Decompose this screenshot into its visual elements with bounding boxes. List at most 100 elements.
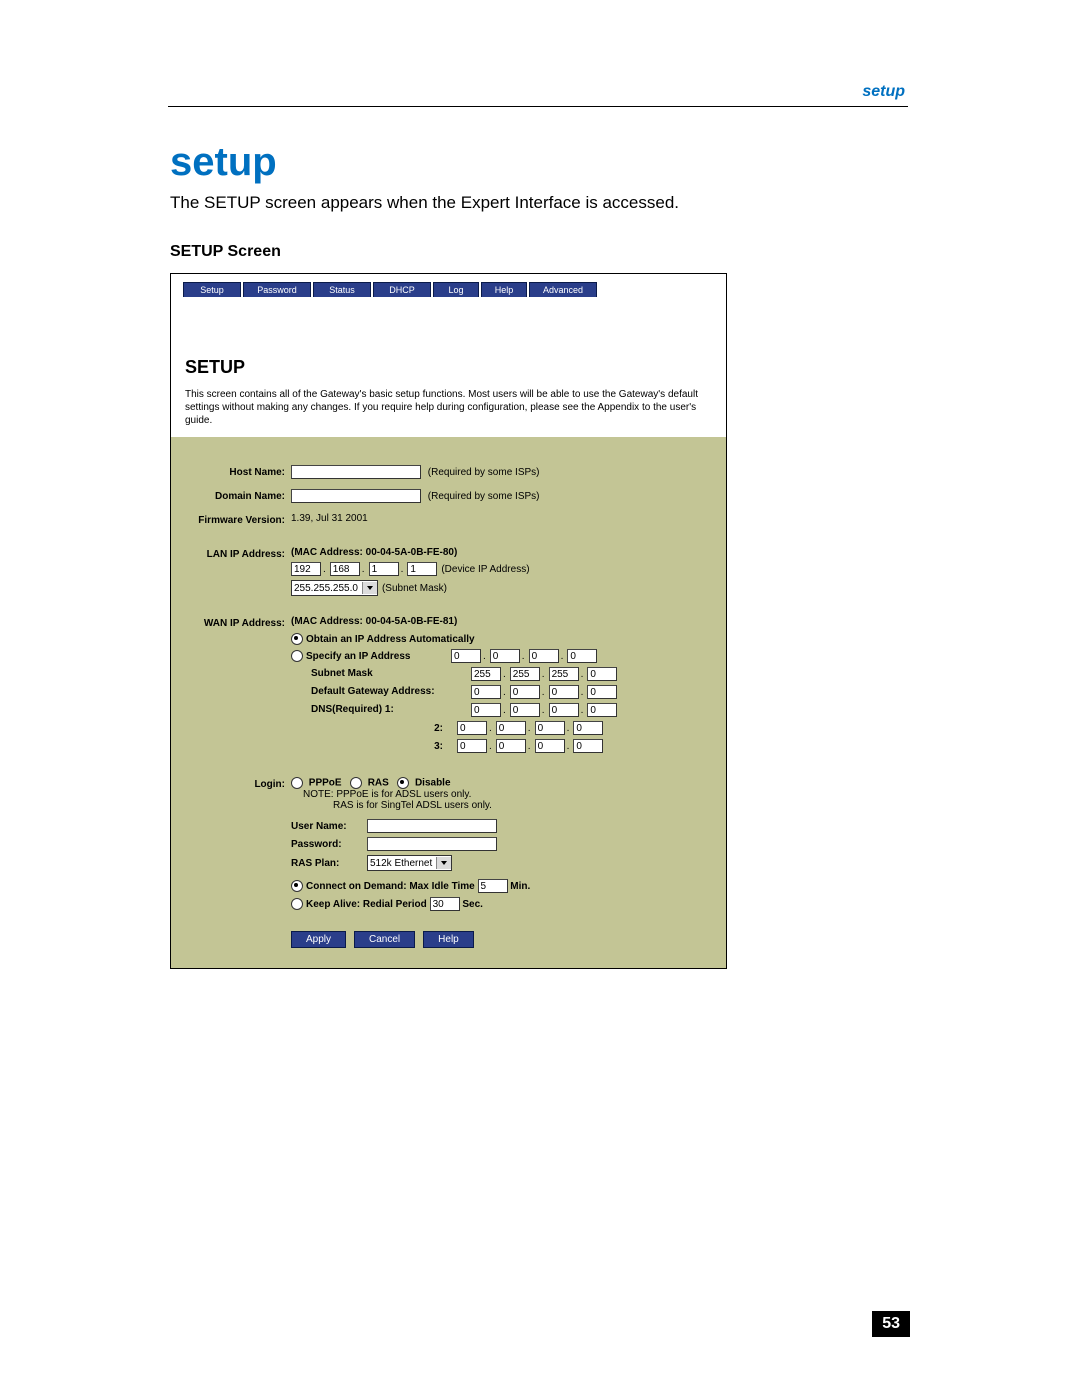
subnet-mask-note: (Subnet Mask) <box>382 583 447 594</box>
dns2-3[interactable] <box>535 721 565 735</box>
wan-subnet-1[interactable] <box>471 667 501 681</box>
radio-ras[interactable] <box>350 777 362 789</box>
apply-button[interactable]: Apply <box>291 931 346 948</box>
specify-ip-label: Specify an IP Address <box>306 651 411 662</box>
dns2-1[interactable] <box>457 721 487 735</box>
cancel-button[interactable]: Cancel <box>354 931 415 948</box>
panel-description: This screen contains all of the Gateway'… <box>171 384 726 437</box>
rasplan-value: 512k Ethernet <box>370 858 432 869</box>
dns3-3[interactable] <box>535 739 565 753</box>
radio-connect-demand[interactable] <box>291 880 303 892</box>
tab-dhcp[interactable]: DHCP <box>373 282 431 297</box>
rasplan-label: RAS Plan: <box>291 858 367 869</box>
connect-demand-label: Connect on Demand: Max Idle Time <box>306 881 475 892</box>
dns3-4[interactable] <box>573 739 603 753</box>
lan-ip-note: (Device IP Address) <box>441 564 529 575</box>
pppoe-label: PPPoE <box>309 778 342 789</box>
gateway-label: Default Gateway Address: <box>291 686 451 698</box>
header-rule <box>168 106 908 107</box>
dns1-2[interactable] <box>510 703 540 717</box>
lan-mac: (MAC Address: 00-04-5A-0B-FE-80) <box>291 547 710 558</box>
dns2-4[interactable] <box>573 721 603 735</box>
username-input[interactable] <box>367 819 497 833</box>
gateway-4[interactable] <box>587 685 617 699</box>
wan-ip-label: WAN IP Address: <box>187 616 291 630</box>
password-label: Password: <box>291 839 367 850</box>
chevron-down-icon <box>362 582 377 594</box>
tab-setup[interactable]: Setup <box>183 282 241 297</box>
connect-unit: Min. <box>510 881 530 892</box>
dns1-4[interactable] <box>587 703 617 717</box>
lan-ip-4[interactable] <box>407 562 437 576</box>
lan-ip-3[interactable] <box>369 562 399 576</box>
login-label: Login: <box>187 777 291 791</box>
max-idle-input[interactable] <box>478 879 508 893</box>
firmware-label: Firmware Version: <box>187 513 291 527</box>
wan-subnet-3[interactable] <box>549 667 579 681</box>
keep-alive-label: Keep Alive: Redial Period <box>306 899 427 910</box>
host-name-note: (Required by some ISPs) <box>428 467 540 478</box>
wan-subnet-4[interactable] <box>587 667 617 681</box>
keepalive-unit: Sec. <box>462 899 483 910</box>
lan-ip-label: LAN IP Address: <box>187 547 291 561</box>
tab-password[interactable]: Password <box>243 282 311 297</box>
page-number: 53 <box>872 1311 910 1337</box>
wan-ip-3[interactable] <box>529 649 559 663</box>
redial-input[interactable] <box>430 897 460 911</box>
help-button[interactable]: Help <box>423 931 474 948</box>
dns2-2[interactable] <box>496 721 526 735</box>
rasplan-select[interactable]: 512k Ethernet <box>367 855 452 871</box>
dns1-3[interactable] <box>549 703 579 717</box>
host-name-label: Host Name: <box>187 465 291 479</box>
radio-specify-ip[interactable] <box>291 650 303 662</box>
domain-name-label: Domain Name: <box>187 489 291 503</box>
lan-ip-2[interactable] <box>330 562 360 576</box>
wan-subnet-2[interactable] <box>510 667 540 681</box>
gateway-2[interactable] <box>510 685 540 699</box>
wan-ip-1[interactable] <box>451 649 481 663</box>
gateway-3[interactable] <box>549 685 579 699</box>
subnet-mask-value: 255.255.255.0 <box>294 583 358 594</box>
domain-name-note: (Required by some ISPs) <box>428 491 540 502</box>
auto-ip-label: Obtain an IP Address Automatically <box>306 634 475 645</box>
tab-log[interactable]: Log <box>433 282 479 297</box>
gateway-1[interactable] <box>471 685 501 699</box>
wan-ip-2[interactable] <box>490 649 520 663</box>
login-note-2: RAS is for SingTel ADSL users only. <box>291 800 710 811</box>
ras-label: RAS <box>368 778 389 789</box>
radio-pppoe[interactable] <box>291 777 303 789</box>
header-label: setup <box>862 83 905 101</box>
subnet-label: Subnet Mask <box>291 668 451 680</box>
tab-status[interactable]: Status <box>313 282 371 297</box>
tab-advanced[interactable]: Advanced <box>529 282 597 297</box>
firmware-value: 1.39, Jul 31 2001 <box>291 513 710 524</box>
dns3-label: 3: <box>291 741 449 752</box>
dns3-2[interactable] <box>496 739 526 753</box>
form-area: Host Name: (Required by some ISPs) Domai… <box>171 437 726 968</box>
lan-ip-1[interactable] <box>291 562 321 576</box>
disable-label: Disable <box>415 778 451 789</box>
screenshot-caption: SETUP Screen <box>170 243 910 261</box>
host-name-input[interactable] <box>291 465 421 479</box>
dns1-1[interactable] <box>471 703 501 717</box>
dns2-label: 2: <box>291 723 449 734</box>
radio-keep-alive[interactable] <box>291 898 303 910</box>
tab-bar: Setup Password Status DHCP Log Help Adva… <box>171 274 726 297</box>
wan-mac: (MAC Address: 00-04-5A-0B-FE-81) <box>291 616 710 627</box>
domain-name-input[interactable] <box>291 489 421 503</box>
chevron-down-icon <box>436 857 451 869</box>
tab-help[interactable]: Help <box>481 282 527 297</box>
username-label: User Name: <box>291 821 367 832</box>
password-input[interactable] <box>367 837 497 851</box>
dns1-label: DNS(Required) 1: <box>291 704 451 716</box>
wan-ip-4[interactable] <box>567 649 597 663</box>
login-note-1: NOTE: PPPoE is for ADSL users only. <box>291 789 710 800</box>
radio-disable[interactable] <box>397 777 409 789</box>
page-title: setup <box>170 140 910 185</box>
dns3-1[interactable] <box>457 739 487 753</box>
radio-auto-ip[interactable] <box>291 633 303 645</box>
subnet-mask-select[interactable]: 255.255.255.0 <box>291 580 378 596</box>
setup-screenshot: Setup Password Status DHCP Log Help Adva… <box>170 273 727 969</box>
intro-text: The SETUP screen appears when the Expert… <box>170 193 910 213</box>
panel-title: SETUP <box>171 347 726 384</box>
